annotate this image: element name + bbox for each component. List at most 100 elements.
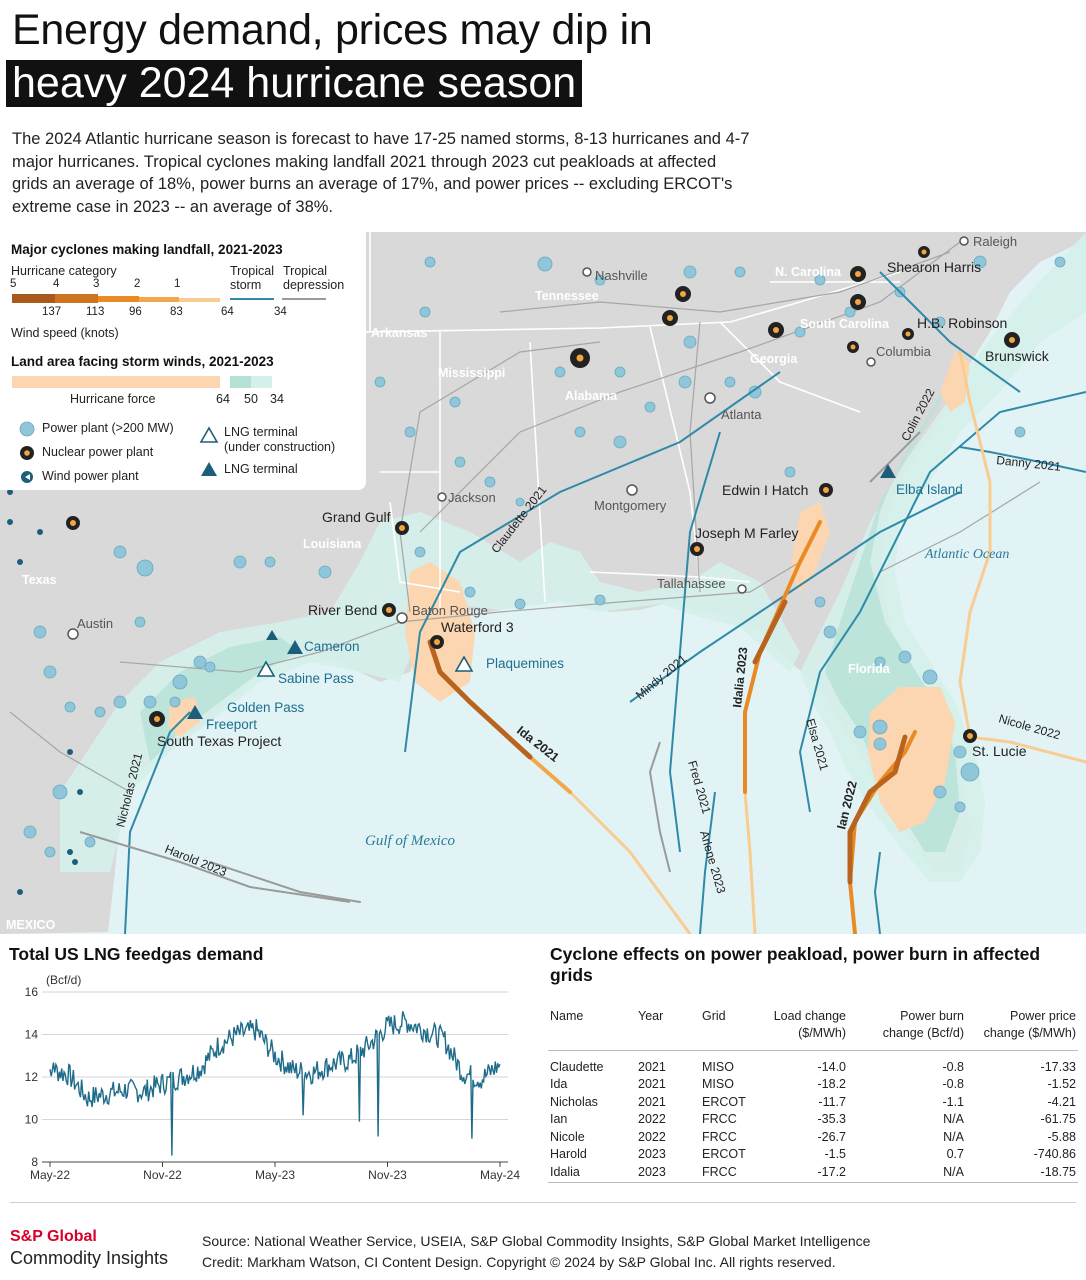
state-label-louisiana: Louisiana	[303, 537, 362, 551]
track-harold-2023-depression	[79, 831, 351, 903]
brand-logo-line-2: Commodity Insights	[10, 1248, 169, 1268]
lng-label-plaquemines: Plaquemines	[486, 656, 564, 671]
lng-label-golden-pass: Golden Pass	[227, 700, 305, 715]
track-idalia-2023-cat4	[752, 599, 788, 665]
legend-speed-unit: Wind speed (knots)	[11, 326, 119, 340]
track-harold-2023	[209, 861, 361, 903]
feedgas-series-line	[49, 1011, 501, 1156]
legend-cyclones-heading: Major cyclones making landfall, 2021-202…	[11, 242, 283, 257]
headline-line-2: heavy 2024 hurricane season	[6, 60, 583, 107]
track-nicholas-2021	[124, 711, 191, 934]
col-header-load-change: Load change ($/MWh)	[762, 1008, 848, 1051]
x-tick-label: May-24	[480, 1168, 520, 1182]
track-elsa-2021-depression	[869, 431, 921, 483]
city-label-raleigh: Raleigh	[973, 234, 1017, 249]
storm-label-idalia: Idalia 2023	[730, 646, 750, 708]
hurricane-tracks	[209, 350, 1086, 934]
nuclear-label-joseph-m-farley: Joseph M Farley	[695, 525, 798, 541]
state-label-n-carolina: N. Carolina	[775, 265, 842, 279]
legend-land-50: 50	[244, 392, 258, 406]
lng-feedgas-chart: (Bcf/d) 8 10 12 14 16 May-22 Nov-22 May-23 Nov-2…	[25, 973, 521, 1182]
city-label-austin: Austin	[77, 616, 113, 631]
brand-logo-line-1: S&P Global	[10, 1228, 97, 1245]
nuclear-label-shearon-harris: Shearon Harris	[887, 259, 981, 275]
city-label-nashville: Nashville	[595, 268, 648, 283]
legend-land-64: 64	[216, 392, 230, 406]
table-row: Ida 2021 MISO -18.2 -0.8 -1.52	[550, 1077, 1076, 1092]
storm-label-arlene: Arlene 2023	[697, 829, 728, 895]
legend-item-wind: Wind power plant	[42, 469, 139, 483]
y-tick-label: 10	[25, 1113, 39, 1127]
nuclear-label-grand-gulf: Grand Gulf	[322, 509, 391, 525]
water-label-atlantic: Atlantic Ocean	[924, 547, 1009, 562]
col-header-name: Name	[548, 1008, 636, 1051]
legend-hurricane-force: Hurricane force	[70, 392, 156, 406]
track-arlene-2023	[699, 791, 716, 934]
track-ida-2021-cat1	[568, 790, 692, 934]
lng-chart-heading: Total US LNG feedgas demand	[9, 944, 264, 964]
x-tick-label: Nov-23	[368, 1168, 407, 1182]
legend-item-lng: LNG terminal	[224, 462, 298, 476]
city-label-baton-rouge: Baton Rouge	[412, 603, 488, 618]
state-label-south-carolina: South Carolina	[800, 317, 890, 331]
track-idalia-2023-cat1	[743, 790, 757, 934]
legend-swatches	[12, 294, 326, 483]
storm-label-mindy: Mindy 2021	[633, 651, 690, 702]
y-tick-label: 8	[31, 1155, 38, 1169]
highways	[9, 241, 1041, 793]
country-label-mexico: MEXICO	[6, 918, 56, 932]
city-label-columbia: Columbia	[876, 344, 932, 359]
legend-cat-3: 3	[93, 278, 100, 290]
legend-category-label: Hurricane category	[11, 264, 117, 278]
water-label-gulf: Gulf of Mexico	[365, 833, 455, 849]
track-fred-2021-depression	[648, 741, 671, 873]
legend-cat-4: 4	[53, 278, 60, 290]
nuclear-label-st-lucie: St. Lucie	[972, 743, 1027, 759]
track-elsa-2021	[798, 391, 1086, 813]
storm-label-nicole: Nicole 2022	[997, 711, 1062, 742]
legend-speed-64: 64	[221, 306, 234, 318]
y-tick-label: 16	[25, 985, 39, 999]
col-header-grid: Grid	[700, 1008, 762, 1051]
legend-speed-83: 83	[170, 306, 183, 318]
nuclear-label-edwin-i-hatch: Edwin I Hatch	[722, 482, 808, 498]
lng-terminals	[187, 464, 896, 719]
col-header-year: Year	[636, 1008, 700, 1051]
legend-item-nuclear: Nuclear power plant	[42, 445, 154, 459]
state-label-florida: Florida	[848, 662, 891, 676]
x-tick-label: May-23	[255, 1168, 295, 1182]
chart-unit-label: (Bcf/d)	[46, 973, 81, 987]
track-fred-2021	[668, 431, 721, 853]
nuclear-label-brunswick: Brunswick	[985, 348, 1050, 364]
state-label-arkansas: Arkansas	[371, 326, 427, 340]
legend-speed-96: 96	[129, 306, 142, 318]
tropical-depression-tracks	[79, 431, 921, 903]
x-tick-label: May-22	[30, 1168, 70, 1182]
state-label-alabama: Alabama	[565, 389, 618, 403]
track-ian-extension	[873, 851, 881, 934]
legend-land-34: 34	[270, 392, 284, 406]
legend-tropical-storm: Tropical storm	[230, 264, 274, 292]
source-credit: Source: National Weather Service, USEIA,…	[202, 1231, 870, 1273]
city-label-montgomery: Montgomery	[594, 498, 667, 513]
col-header-power-price: Power price change ($/MWh)	[966, 1008, 1078, 1051]
lng-label-cameron: Cameron	[304, 639, 360, 654]
city-label-atlanta: Atlanta	[721, 407, 762, 422]
map-legend: Major cyclones making landfall, 2021-202…	[0, 232, 366, 490]
table-header-row: Name Year Grid Load change ($/MWh) Power …	[548, 1008, 1078, 1051]
table-row: Nicholas 2021 ERCOT -11.7 -1.1 -4.21	[550, 1094, 1076, 1109]
state-label-mississippi: Mississippi	[438, 366, 505, 380]
table-row: Nicole 2022 FRCC -26.7 N/A -5.88	[550, 1129, 1076, 1144]
storm-label-ida: Ida 2021	[514, 723, 562, 764]
legend-land-heading: Land area facing storm winds, 2021-2023	[11, 354, 274, 369]
track-ian-2022-cat4	[847, 734, 908, 885]
footer-divider	[10, 1202, 1076, 1203]
track-danny-2021	[959, 446, 1086, 473]
track-ida-2021-cat2	[528, 755, 572, 794]
state-label-georgia: Georgia	[750, 352, 798, 366]
headline-line-1: Energy demand, prices may dip in	[12, 6, 653, 54]
source-line: Source: National Weather Service, USEIA,…	[202, 1233, 871, 1249]
state-label-tennessee: Tennessee	[535, 289, 599, 303]
legend-tropical-depression: Tropical depression	[283, 264, 345, 292]
state-label-texas: Texas	[22, 573, 57, 587]
